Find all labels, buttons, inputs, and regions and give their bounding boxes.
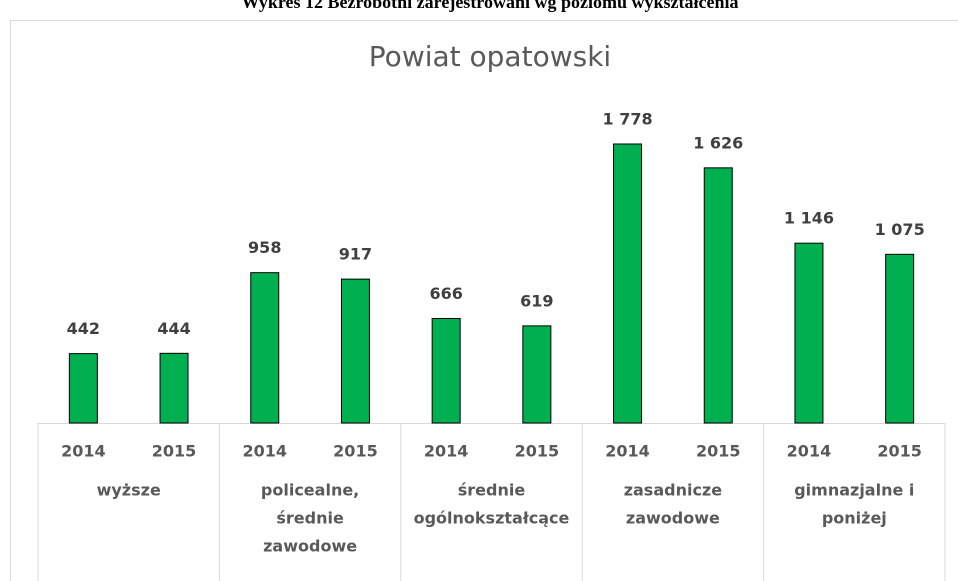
chart-title: Powiat opatowski [369,40,611,73]
bar [68,353,98,424]
group-label: poniżej [822,509,887,528]
x-tick-label: 2014 [605,442,650,461]
bar [885,253,915,424]
x-tick-label: 2015 [696,442,741,461]
value-label: 1 778 [602,110,652,129]
bar [794,242,824,424]
bar [250,272,280,424]
group-label: policealne, [261,481,359,500]
group-label: ogólnokształcące [414,509,570,528]
x-tick-label: 2015 [152,442,197,461]
x-tick-label: 2015 [515,442,560,461]
x-tick-label: 2014 [61,442,106,461]
group-label: wyższe [97,481,161,500]
value-label: 666 [429,284,462,303]
bar [703,167,733,424]
x-tick-label: 2015 [333,442,378,461]
value-label: 1 146 [784,209,834,228]
group-label: średnie [276,509,344,528]
group-label: zawodowe [263,537,357,556]
bar [431,317,461,424]
x-tick-label: 2015 [877,442,922,461]
group-label: gimnazjalne i [794,481,914,500]
value-label: 619 [520,291,553,310]
value-label: 444 [157,319,190,338]
page-title: Wykres 12 Bezrobotni zarejestrowani wg p… [242,0,739,12]
bar [159,352,189,424]
value-label: 442 [67,319,100,338]
bar [522,325,552,424]
x-tick-label: 2014 [424,442,469,461]
value-label: 917 [339,245,372,264]
group-label: zawodowe [626,509,720,528]
group-label: średnie [458,481,526,500]
bar [613,143,643,424]
x-tick-label: 2014 [242,442,287,461]
group-label: zasadnicze [624,481,723,500]
value-label: 1 626 [693,133,743,152]
value-label: 958 [248,238,281,257]
x-tick-label: 2014 [787,442,832,461]
value-label: 1 075 [875,220,925,239]
bar [340,278,370,424]
